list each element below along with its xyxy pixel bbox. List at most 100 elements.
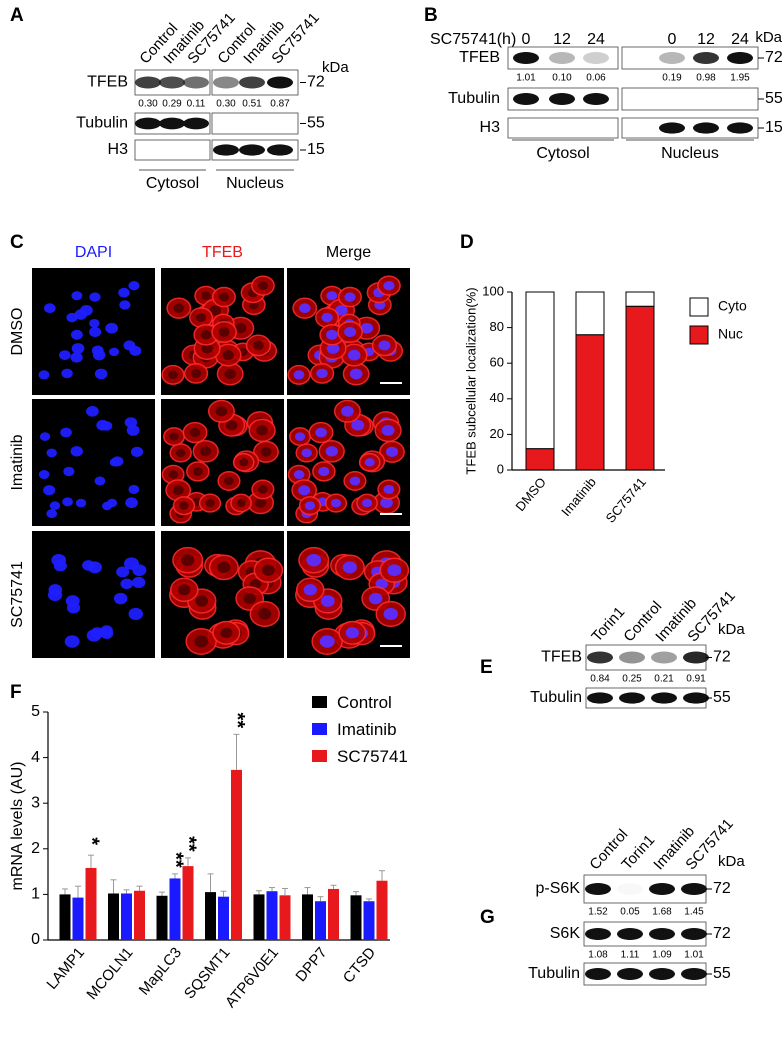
band: [183, 76, 209, 89]
bar: [231, 769, 242, 940]
band: [619, 692, 645, 704]
nucleus: [378, 340, 391, 351]
panel-label: G: [480, 907, 495, 928]
bar: [315, 901, 326, 940]
legend-label: Cyto: [718, 298, 747, 314]
nucleus: [70, 352, 83, 363]
band: [267, 76, 293, 89]
unit-label: kDa: [322, 59, 349, 76]
cell-nucleus-dark: [215, 406, 228, 417]
nucleus: [132, 564, 147, 577]
nucleus: [344, 292, 356, 302]
nucleus: [132, 576, 146, 589]
nucleus: [349, 368, 363, 380]
y-axis-label: mRNA levels (AU): [9, 762, 26, 891]
cell-nucleus-dark: [194, 635, 208, 648]
y-tick-label: 2: [31, 840, 40, 857]
group-label: Cytosol: [536, 145, 589, 162]
band: [651, 692, 677, 704]
unit-label: kDa: [718, 621, 745, 638]
column-header: Merge: [326, 244, 371, 261]
band-quant: 0.11: [187, 99, 206, 110]
nucleus: [387, 564, 402, 577]
nucleus: [86, 405, 99, 417]
nucleus: [63, 466, 75, 477]
cell-nucleus-dark: [239, 458, 249, 467]
row-label: SC75741: [9, 561, 26, 628]
cell-nucleus-dark: [253, 340, 264, 351]
nucleus: [298, 303, 311, 314]
x-tick-label: DPP7: [292, 944, 330, 985]
band: [585, 883, 611, 895]
nucleus: [80, 304, 93, 316]
band: [649, 968, 675, 980]
y-tick-label: 20: [490, 426, 504, 441]
bar: [279, 895, 291, 940]
marker-label: 55: [713, 965, 731, 982]
nucleus: [118, 287, 130, 298]
x-tick-label: CTSD: [340, 944, 379, 986]
nucleus: [128, 280, 140, 291]
nucleus: [89, 292, 101, 302]
nucleus: [344, 326, 357, 338]
row-label: TFEB: [459, 49, 500, 66]
bar: [121, 893, 132, 940]
band: [135, 76, 161, 89]
nucleus: [130, 446, 144, 457]
nucleus: [364, 458, 375, 467]
cell-nucleus-dark: [172, 485, 184, 496]
nucleus: [51, 553, 67, 567]
cell-nucleus-dark: [181, 554, 195, 567]
row-label: H3: [480, 119, 501, 136]
band: [659, 122, 685, 134]
cell-nucleus-dark: [236, 498, 246, 508]
band-quant: 0.05: [620, 907, 640, 918]
band: [135, 117, 161, 130]
nucleus: [46, 509, 58, 519]
nucleus: [349, 476, 361, 486]
band: [513, 52, 539, 64]
bar: [266, 891, 278, 940]
nucleus: [60, 427, 72, 438]
band: [513, 93, 539, 105]
nucleus: [362, 498, 373, 508]
cell-nucleus-dark: [168, 370, 178, 380]
nucleus: [38, 370, 50, 380]
row-label: Tubulin: [448, 90, 500, 107]
lane-label: 24: [587, 31, 605, 48]
nucleus: [351, 419, 365, 431]
row-label: Tubulin: [530, 689, 582, 706]
bar: [85, 867, 97, 940]
band: [549, 93, 575, 105]
band: [727, 52, 753, 64]
cell-nucleus-dark: [173, 303, 185, 313]
cell-nucleus-dark: [190, 368, 202, 378]
lane-label: 12: [553, 31, 571, 48]
cell-nucleus-dark: [168, 470, 178, 479]
band-quant: 0.51: [242, 99, 262, 110]
band-quant: 1.08: [588, 950, 608, 961]
band: [681, 968, 707, 980]
lane-label: 12: [697, 31, 715, 48]
nucleus: [71, 343, 85, 354]
band-quant: 0.84: [590, 674, 610, 685]
cell-nucleus-dark: [200, 291, 211, 301]
nucleus: [87, 561, 102, 574]
y-tick-label: 5: [31, 703, 40, 720]
marker-label: 15: [765, 119, 782, 136]
y-tick-label: 0: [31, 931, 40, 948]
blot-frame: [621, 87, 759, 111]
band-quant: 0.87: [270, 99, 290, 110]
cell-nucleus-dark: [201, 343, 213, 354]
legend-swatch: [689, 297, 709, 317]
nucleus: [109, 458, 120, 467]
nucleus: [303, 584, 318, 596]
cell-nucleus-dark: [222, 350, 234, 361]
band: [659, 52, 685, 64]
nucleus: [96, 419, 110, 431]
y-tick-label: 100: [482, 283, 504, 298]
band: [159, 76, 185, 89]
nucleus: [128, 484, 140, 494]
nucleus: [70, 446, 83, 457]
